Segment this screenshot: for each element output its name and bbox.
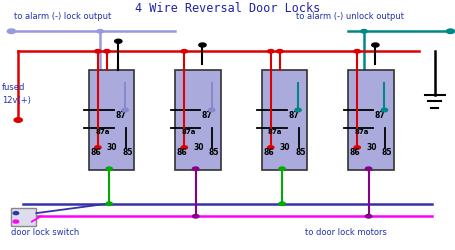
Text: 87: 87 [374, 110, 385, 120]
Text: 87: 87 [202, 110, 212, 120]
Bar [175, 70, 221, 170]
Circle shape [354, 146, 360, 149]
Circle shape [365, 214, 372, 218]
Bar [89, 70, 134, 170]
Circle shape [268, 146, 274, 149]
Bar [348, 70, 394, 170]
Bar [262, 70, 307, 170]
Text: 85: 85 [122, 148, 133, 157]
Circle shape [122, 108, 128, 112]
Circle shape [181, 50, 187, 53]
Circle shape [106, 167, 112, 170]
Text: door lock switch: door lock switch [11, 228, 80, 237]
Text: 85: 85 [381, 148, 392, 157]
Circle shape [104, 50, 110, 53]
Text: 86: 86 [177, 148, 187, 157]
Circle shape [277, 50, 283, 53]
Text: 86: 86 [90, 148, 101, 157]
Circle shape [95, 50, 101, 53]
Text: 87: 87 [115, 110, 126, 120]
Circle shape [381, 108, 388, 112]
Circle shape [192, 167, 199, 170]
Circle shape [365, 167, 372, 170]
Circle shape [192, 214, 199, 218]
Circle shape [13, 212, 19, 214]
Text: to alarm (-) unlock output: to alarm (-) unlock output [296, 12, 404, 21]
Circle shape [181, 146, 187, 149]
Circle shape [97, 30, 103, 33]
Circle shape [268, 50, 274, 53]
Text: 87a: 87a [354, 129, 369, 135]
Text: to door lock motors: to door lock motors [305, 228, 387, 237]
Circle shape [295, 108, 301, 112]
Text: 30: 30 [193, 143, 204, 152]
Text: 85: 85 [208, 148, 219, 157]
Circle shape [95, 146, 101, 149]
Circle shape [208, 108, 215, 112]
Text: to alarm (-) lock output: to alarm (-) lock output [14, 12, 111, 21]
Circle shape [279, 202, 285, 205]
Circle shape [13, 220, 19, 223]
Circle shape [446, 29, 455, 34]
Circle shape [279, 167, 285, 170]
Text: 87a: 87a [268, 129, 283, 135]
Circle shape [115, 39, 122, 43]
Text: 87a: 87a [95, 129, 110, 135]
Bar [11, 208, 36, 226]
Text: 30: 30 [280, 143, 290, 152]
Text: 86: 86 [263, 148, 274, 157]
Circle shape [199, 43, 206, 47]
Text: 30: 30 [366, 143, 377, 152]
Text: 30: 30 [107, 143, 117, 152]
Text: 12v(+): 12v(+) [2, 96, 31, 104]
Text: 85: 85 [295, 148, 306, 157]
Text: 4 Wire Reversal Door Locks: 4 Wire Reversal Door Locks [135, 2, 320, 15]
Text: fused: fused [2, 83, 25, 92]
Circle shape [14, 118, 22, 122]
Circle shape [106, 202, 112, 205]
Circle shape [361, 30, 367, 33]
Circle shape [7, 29, 15, 34]
Text: 87: 87 [288, 110, 299, 120]
Text: 86: 86 [349, 148, 360, 157]
Circle shape [354, 50, 360, 53]
Circle shape [372, 43, 379, 47]
Text: 87a: 87a [182, 129, 196, 135]
